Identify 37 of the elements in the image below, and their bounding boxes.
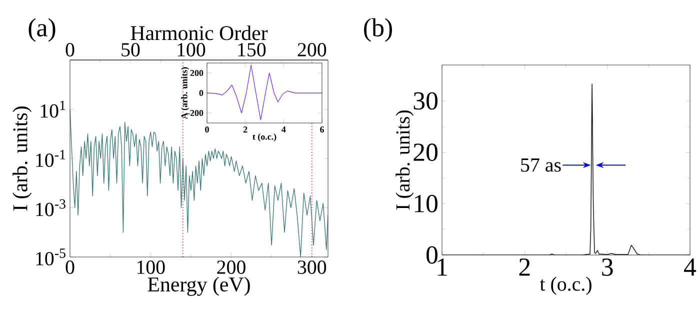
x-tick-label: 300 [298, 260, 326, 274]
x-axis-title: Energy (eV) [148, 276, 250, 296]
x-tick-label: 2 [519, 258, 530, 276]
x-tick-label: 0 [205, 126, 209, 133]
chart-title: (a) [28, 18, 56, 42]
x2-tick-label: 200 [298, 43, 326, 56]
x-axis-title: t (o.c.) [252, 133, 276, 142]
x-axis-title: t (o.c.) [540, 276, 592, 295]
x2-tick-label: 50 [122, 43, 140, 56]
x-tick-label: 4 [282, 126, 286, 132]
y-tick-label: 20 [414, 144, 438, 162]
x-tick-label: 2 [243, 126, 248, 132]
y-tick-label: -200 [187, 110, 204, 116]
x-tick-label: 1 [438, 258, 447, 276]
y-tick-label: 10 [414, 194, 438, 212]
y-tick-label: 10$^{1}$ [40, 100, 66, 118]
x-tick-label: 100 [137, 260, 165, 274]
annotation: 57 as [521, 158, 561, 172]
x2-axis-title: Harmonic Order [130, 25, 268, 40]
y-tick-label: 200 [190, 70, 204, 76]
chart-title: (b) [364, 18, 392, 42]
line-series [70, 108, 328, 258]
y-tick-label: 0 [199, 90, 204, 96]
x-tick-label: 200 [217, 260, 246, 274]
x2-tick-label: 150 [238, 43, 266, 56]
y-tick-label: 10$^{-5}$ [36, 248, 66, 266]
x2-tick-label: 100 [178, 43, 206, 56]
x-tick-label: 6 [320, 126, 324, 133]
y-axis-title: I (arb. units) [12, 106, 32, 211]
y-tick-label: 10$^{-1}$ [36, 150, 66, 167]
y-tick-label: 10$^{-3}$ [36, 199, 66, 216]
x-tick-label: 3 [602, 258, 613, 276]
y-axis-title: I (arb. units) [396, 110, 414, 210]
y-tick-label: 30 [414, 92, 438, 110]
x-tick-label: 4 [684, 258, 696, 276]
x-tick-label: 0 [66, 260, 74, 274]
x2-tick-label: 0 [66, 43, 74, 56]
